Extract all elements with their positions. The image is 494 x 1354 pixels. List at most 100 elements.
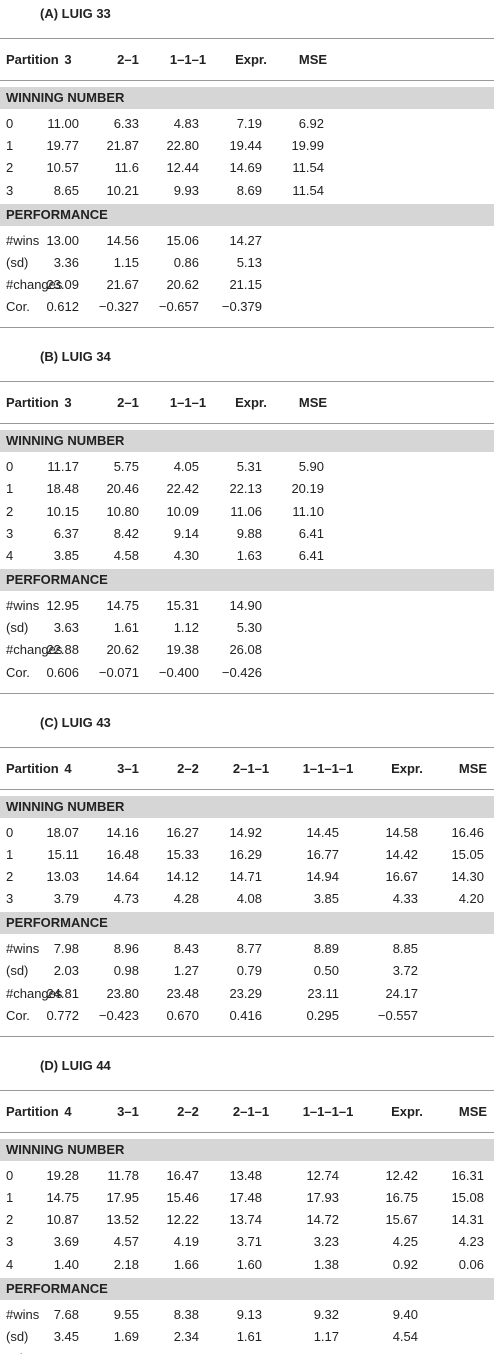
cell: 11.78 <box>107 1167 139 1183</box>
cell: 10.87 <box>46 1212 79 1228</box>
section-title: WINNING NUMBER <box>6 433 125 449</box>
row-label: 0 <box>6 116 14 131</box>
row-label: 0 <box>6 1167 14 1183</box>
row-label: #changes <box>6 642 63 658</box>
cell: 19.38 <box>166 642 199 658</box>
cell: 11.54 <box>292 160 324 176</box>
cell: 0.50 <box>313 963 339 979</box>
cell: 16.67 <box>385 869 418 884</box>
cell: 18.48 <box>46 481 79 497</box>
cell: 10.57 <box>46 160 79 176</box>
cell: 0.86 <box>173 254 199 270</box>
column-header: Partition <box>6 760 59 776</box>
cell: 5.13 <box>236 254 262 270</box>
cell: 6.92 <box>298 116 324 131</box>
cell: 14.69 <box>229 160 262 176</box>
row-label: 3 <box>6 525 14 541</box>
cell: 5.75 <box>113 459 139 475</box>
cell: −0.557 <box>377 1007 418 1023</box>
cell: 4.23 <box>458 1234 484 1250</box>
cell: 4.54 <box>392 1328 418 1344</box>
cell: 14.58 <box>385 824 418 840</box>
cell: 4.05 <box>173 459 199 475</box>
cell: 26.08 <box>229 642 262 658</box>
cell: 5.30 <box>236 620 262 636</box>
cell: 4.57 <box>113 1234 139 1250</box>
row-label: (sd) <box>6 254 29 270</box>
cell: 16.27 <box>166 824 199 840</box>
row-label: 0 <box>6 824 14 840</box>
section-title: PERFORMANCE <box>6 206 108 222</box>
cell: 14.27 <box>229 232 262 248</box>
section-title: PERFORMANCE <box>6 572 108 587</box>
cell: 9.32 <box>313 1306 339 1322</box>
row-label: #wins <box>6 1306 40 1322</box>
column-header: MSE <box>458 760 488 776</box>
section-title: WINNING NUMBER <box>6 798 125 814</box>
cell: 14.42 <box>385 846 418 862</box>
cell: 15.08 <box>451 1190 484 1205</box>
row-label: 4 <box>6 1256 14 1272</box>
column-header: 2–1–1 <box>232 760 270 776</box>
cell: 15.33 <box>166 846 199 862</box>
row-label: 3 <box>6 1234 14 1250</box>
cell: 24.81 <box>46 985 79 1001</box>
cell: 10.15 <box>46 503 79 519</box>
cell: 22.13 <box>229 481 262 497</box>
cell: 14.75 <box>106 598 139 613</box>
cell: 1.69 <box>113 1328 139 1344</box>
column-header: Expr. <box>391 1103 423 1119</box>
cell: 11.00 <box>47 116 79 131</box>
cell: 8.85 <box>392 941 418 957</box>
cell: 8.96 <box>113 941 139 957</box>
rule <box>0 327 494 329</box>
rule <box>0 423 494 425</box>
section-bar <box>0 795 494 818</box>
table-title: (A) LUIG 33 <box>40 6 111 21</box>
cell: 4.25 <box>392 1234 418 1250</box>
cell: 16.29 <box>229 846 262 862</box>
row-label: 4 <box>6 548 14 563</box>
row-label: #changes <box>6 1351 62 1354</box>
section-bar <box>0 912 494 935</box>
cell: 16.46 <box>451 824 484 840</box>
cell: 21.00 <box>166 1351 199 1354</box>
cell: 11.06 <box>230 503 262 519</box>
column-header: 4 <box>64 1103 72 1119</box>
cell: 8.42 <box>113 525 139 541</box>
cell: 14.12 <box>166 869 199 884</box>
cell: 22.42 <box>166 481 199 497</box>
column-header: MSE <box>458 1103 488 1119</box>
rule <box>0 381 494 383</box>
cell: 0.670 <box>166 1007 199 1023</box>
rule <box>0 1131 494 1133</box>
cell: 7.98 <box>53 941 79 957</box>
column-header: Expr. <box>391 760 423 776</box>
cell: 17.95 <box>106 1190 139 1205</box>
column-header: 3 <box>64 395 72 411</box>
cell: 17.48 <box>229 1190 262 1205</box>
row-label: 3 <box>6 891 14 907</box>
cell: 15.05 <box>451 846 484 862</box>
column-header: 1–1–1–1 <box>302 1103 354 1119</box>
cell: 16.77 <box>306 846 339 862</box>
section-bar <box>0 1277 494 1300</box>
cell: 0.612 <box>46 299 79 315</box>
row-label: 3 <box>6 182 14 198</box>
cell: 3.63 <box>53 620 79 636</box>
cell: 23.11 <box>307 985 339 1001</box>
row-label: (sd) <box>6 1328 29 1344</box>
row-label: (sd) <box>6 963 29 979</box>
cell: 19.77 <box>46 138 79 154</box>
cell: 1.63 <box>236 548 262 563</box>
section-title: WINNING NUMBER <box>6 1141 125 1157</box>
column-header: Partition <box>6 1103 59 1119</box>
cell: 8.89 <box>313 941 339 957</box>
cell: 13.48 <box>229 1167 262 1183</box>
cell: 21.08 <box>229 1351 262 1354</box>
row-label: #changes <box>6 277 63 292</box>
column-header: MSE <box>298 395 328 411</box>
column-header: 3–1 <box>117 760 139 776</box>
cell: 0.98 <box>113 963 139 979</box>
cell: −0.657 <box>158 299 199 315</box>
